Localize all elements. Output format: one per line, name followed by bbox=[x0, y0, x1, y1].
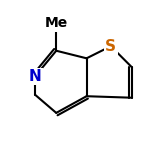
Text: Me: Me bbox=[45, 16, 68, 30]
Text: N: N bbox=[29, 69, 41, 84]
Text: S: S bbox=[105, 39, 116, 54]
